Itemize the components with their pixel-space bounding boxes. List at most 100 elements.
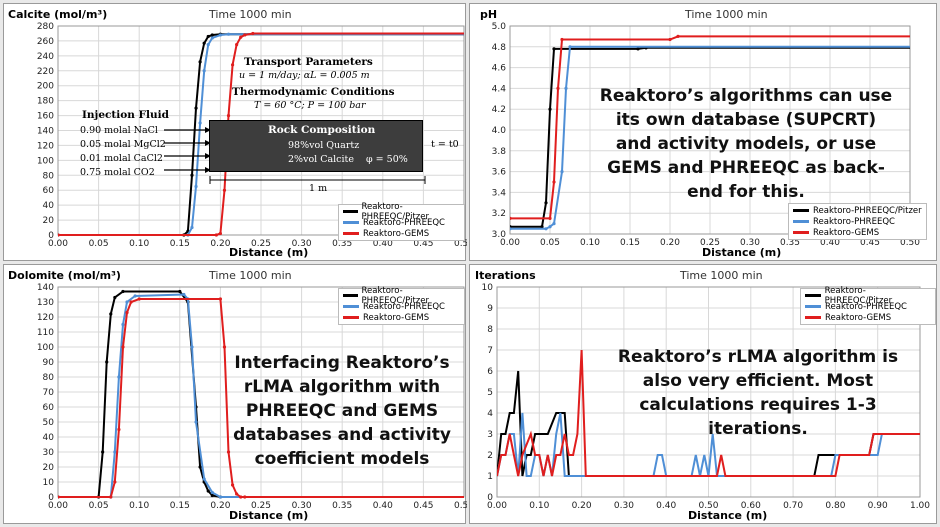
iterations-legend-swatch-1 [805, 305, 821, 308]
injection-line-3: 0.01 molal CaCl2 [80, 153, 163, 164]
calcite-xtick-7: 0.35 [332, 239, 352, 249]
dolomite-series-1-point-7 [182, 292, 186, 297]
iterations-xtick-0: 0.00 [487, 501, 507, 511]
ph-legend-label-1: Reaktoro-PHREEQC [813, 216, 895, 227]
ph-series-1-point-3 [552, 222, 556, 226]
dolomite-series-0-point-13 [210, 493, 214, 498]
ph-ytick-5: 4.0 [492, 126, 507, 136]
ph-series-0-point-4 [552, 47, 556, 51]
ph-legend-label-0: Reaktoro-PHREEQC/Pitzer [813, 205, 922, 216]
ph-xlabel: Distance (m) [702, 246, 782, 259]
dolomite-series-2-point-12 [235, 492, 239, 496]
dolomite-series-2-point-13 [239, 495, 243, 499]
dolomite-series-2-point-4 [121, 345, 125, 349]
dolomite-series-1-point-2 [113, 450, 117, 454]
calcite-series-0-point-8 [210, 33, 214, 37]
iterations-legend-swatch-2 [805, 316, 821, 319]
calcite-series-1-point-5 [202, 69, 206, 73]
calcite-xtick-4: 0.20 [210, 239, 230, 249]
ph-xtick-10: 0.50 [900, 238, 920, 248]
ph-legend-item-2: Reaktoro-GEMS [793, 227, 922, 238]
ph-ytick-6: 4.2 [492, 105, 506, 115]
ph-ylabel: pH [480, 8, 498, 21]
calcite-xtick-1: 0.05 [89, 239, 109, 249]
dolomite-series-2-point-7 [137, 297, 141, 301]
iterations-ytick-6: 6 [487, 367, 493, 377]
dolomite-legend-label-2: Reaktoro-GEMS [363, 312, 430, 323]
calcite-panel: 0 20 40 60 80 100 120 140 160 180 200 220 240 260 280 0… [3, 3, 467, 261]
dolomite-xtick-0: 0.00 [48, 501, 68, 511]
ph-legend-swatch-0 [793, 209, 809, 212]
ph-xtick-2: 0.10 [580, 238, 600, 248]
dolomite-series-0-point-6 [121, 289, 125, 294]
dolomite-panel: 0 10 20 30 40 50 60 70 80 90 100 110 120 130 140 0.00 0.… [3, 264, 467, 524]
dolomite-xtick-1: 0.05 [89, 501, 109, 511]
calcite-ylabel: Calcite (mol/m³) [8, 8, 108, 21]
iterations-xlabel: Distance (m) [688, 509, 768, 522]
calcite-series-2-point-8 [243, 33, 247, 37]
ph-series-0-point-3 [548, 107, 552, 111]
iterations-title: Time 1000 min [680, 269, 763, 282]
injection-arrowhead-3 [205, 167, 211, 173]
ph-series-2-point-6 [676, 34, 680, 38]
dolomite-series-0-point-10 [198, 465, 202, 469]
injection-arrowhead-0 [205, 127, 211, 133]
ph-title: Time 1000 min [685, 8, 768, 21]
dolomite-series-2-point-8 [218, 297, 222, 301]
dolomite-series-1-point-13 [218, 495, 222, 499]
dolomite-ytick-2: 20 [43, 463, 55, 473]
ph-plot-frame [509, 25, 911, 235]
calcite-series-2-point-6 [235, 43, 239, 47]
dolomite-ytick-10: 100 [37, 343, 54, 353]
calcite-ytick-14: 280 [37, 22, 54, 32]
iterations-xtick-8: 0.80 [825, 501, 845, 511]
ph-series-2-point-4 [560, 37, 564, 42]
dolomite-series-2-point-11 [230, 483, 235, 487]
calcite-legend-swatch-0 [343, 210, 358, 213]
porosity-label: φ = 50% [366, 154, 408, 165]
dolomite-series-2-point-6 [129, 300, 133, 304]
iterations-ytick-5: 5 [487, 388, 493, 398]
dolomite-series-2-line [58, 298, 464, 498]
calcite-xtick-2: 0.10 [129, 239, 149, 249]
transport-title: Transport Parameters [244, 56, 373, 68]
calcite-xtick-10: 0.50 [454, 239, 467, 249]
ph-legend-item-0: Reaktoro-PHREEQC/Pitzer [793, 205, 922, 216]
ph-series-2-point-1 [548, 216, 552, 220]
dolomite-ytick-3: 30 [43, 448, 55, 458]
ph-ytick-8: 4.6 [492, 64, 507, 74]
calcite-series-2-point-2 [218, 231, 222, 236]
iterations-ytick-2: 2 [487, 451, 493, 461]
rock-line-2: 2%vol Calcite [288, 154, 354, 165]
calcite-series-1-point-2 [190, 225, 194, 230]
iterations-plot-frame [496, 286, 921, 498]
injection-arrowhead-2 [205, 153, 211, 159]
ph-series-0-point-5 [636, 47, 640, 51]
calcite-ytick-6: 120 [37, 141, 54, 151]
dolomite-plot: 0 10 20 30 40 50 60 70 80 90 100 110 120 130 140 0.00 0.… [37, 283, 467, 511]
ph-callout: Reaktoro’s algorithms can use its own da… [599, 86, 893, 202]
ph-series-0-point-2 [544, 201, 548, 205]
calcite-title: Time 1000 min [209, 8, 292, 21]
calcite-ytick-5: 100 [37, 156, 54, 166]
iterations-legend-item-2: Reaktoro-GEMS [805, 312, 931, 323]
calcite-series-1-point-7 [210, 36, 214, 40]
iterations-xtick-7: 0.70 [783, 501, 803, 511]
calcite-ytick-0: 0 [48, 231, 54, 241]
injection-arrowhead-1 [205, 140, 211, 146]
dolomite-series-2-point-9 [222, 345, 227, 349]
ph-xtick-5: 0.25 [700, 238, 720, 248]
calcite-legend-label-0: Reaktoro-PHREEQC/Pitzer [361, 201, 429, 222]
ph-ytick-1: 3.2 [492, 209, 506, 219]
time-label: t = t0 [431, 139, 459, 150]
calcite-ytick-4: 80 [43, 171, 55, 181]
calcite-xtick-9: 0.45 [413, 239, 433, 249]
iterations-legend-label-0: Reaktoro-PHREEQC/Pitzer [824, 285, 893, 306]
dolomite-series-2-point-2 [113, 480, 117, 484]
iterations-ytick-4: 4 [487, 409, 493, 419]
dolomite-ytick-12: 120 [37, 313, 54, 323]
iterations-legend-swatch-0 [805, 294, 821, 297]
calcite-series-2-point-3 [222, 188, 227, 192]
ph-series-1-point-6 [568, 45, 572, 49]
dolomite-ytick-5: 50 [43, 418, 55, 428]
